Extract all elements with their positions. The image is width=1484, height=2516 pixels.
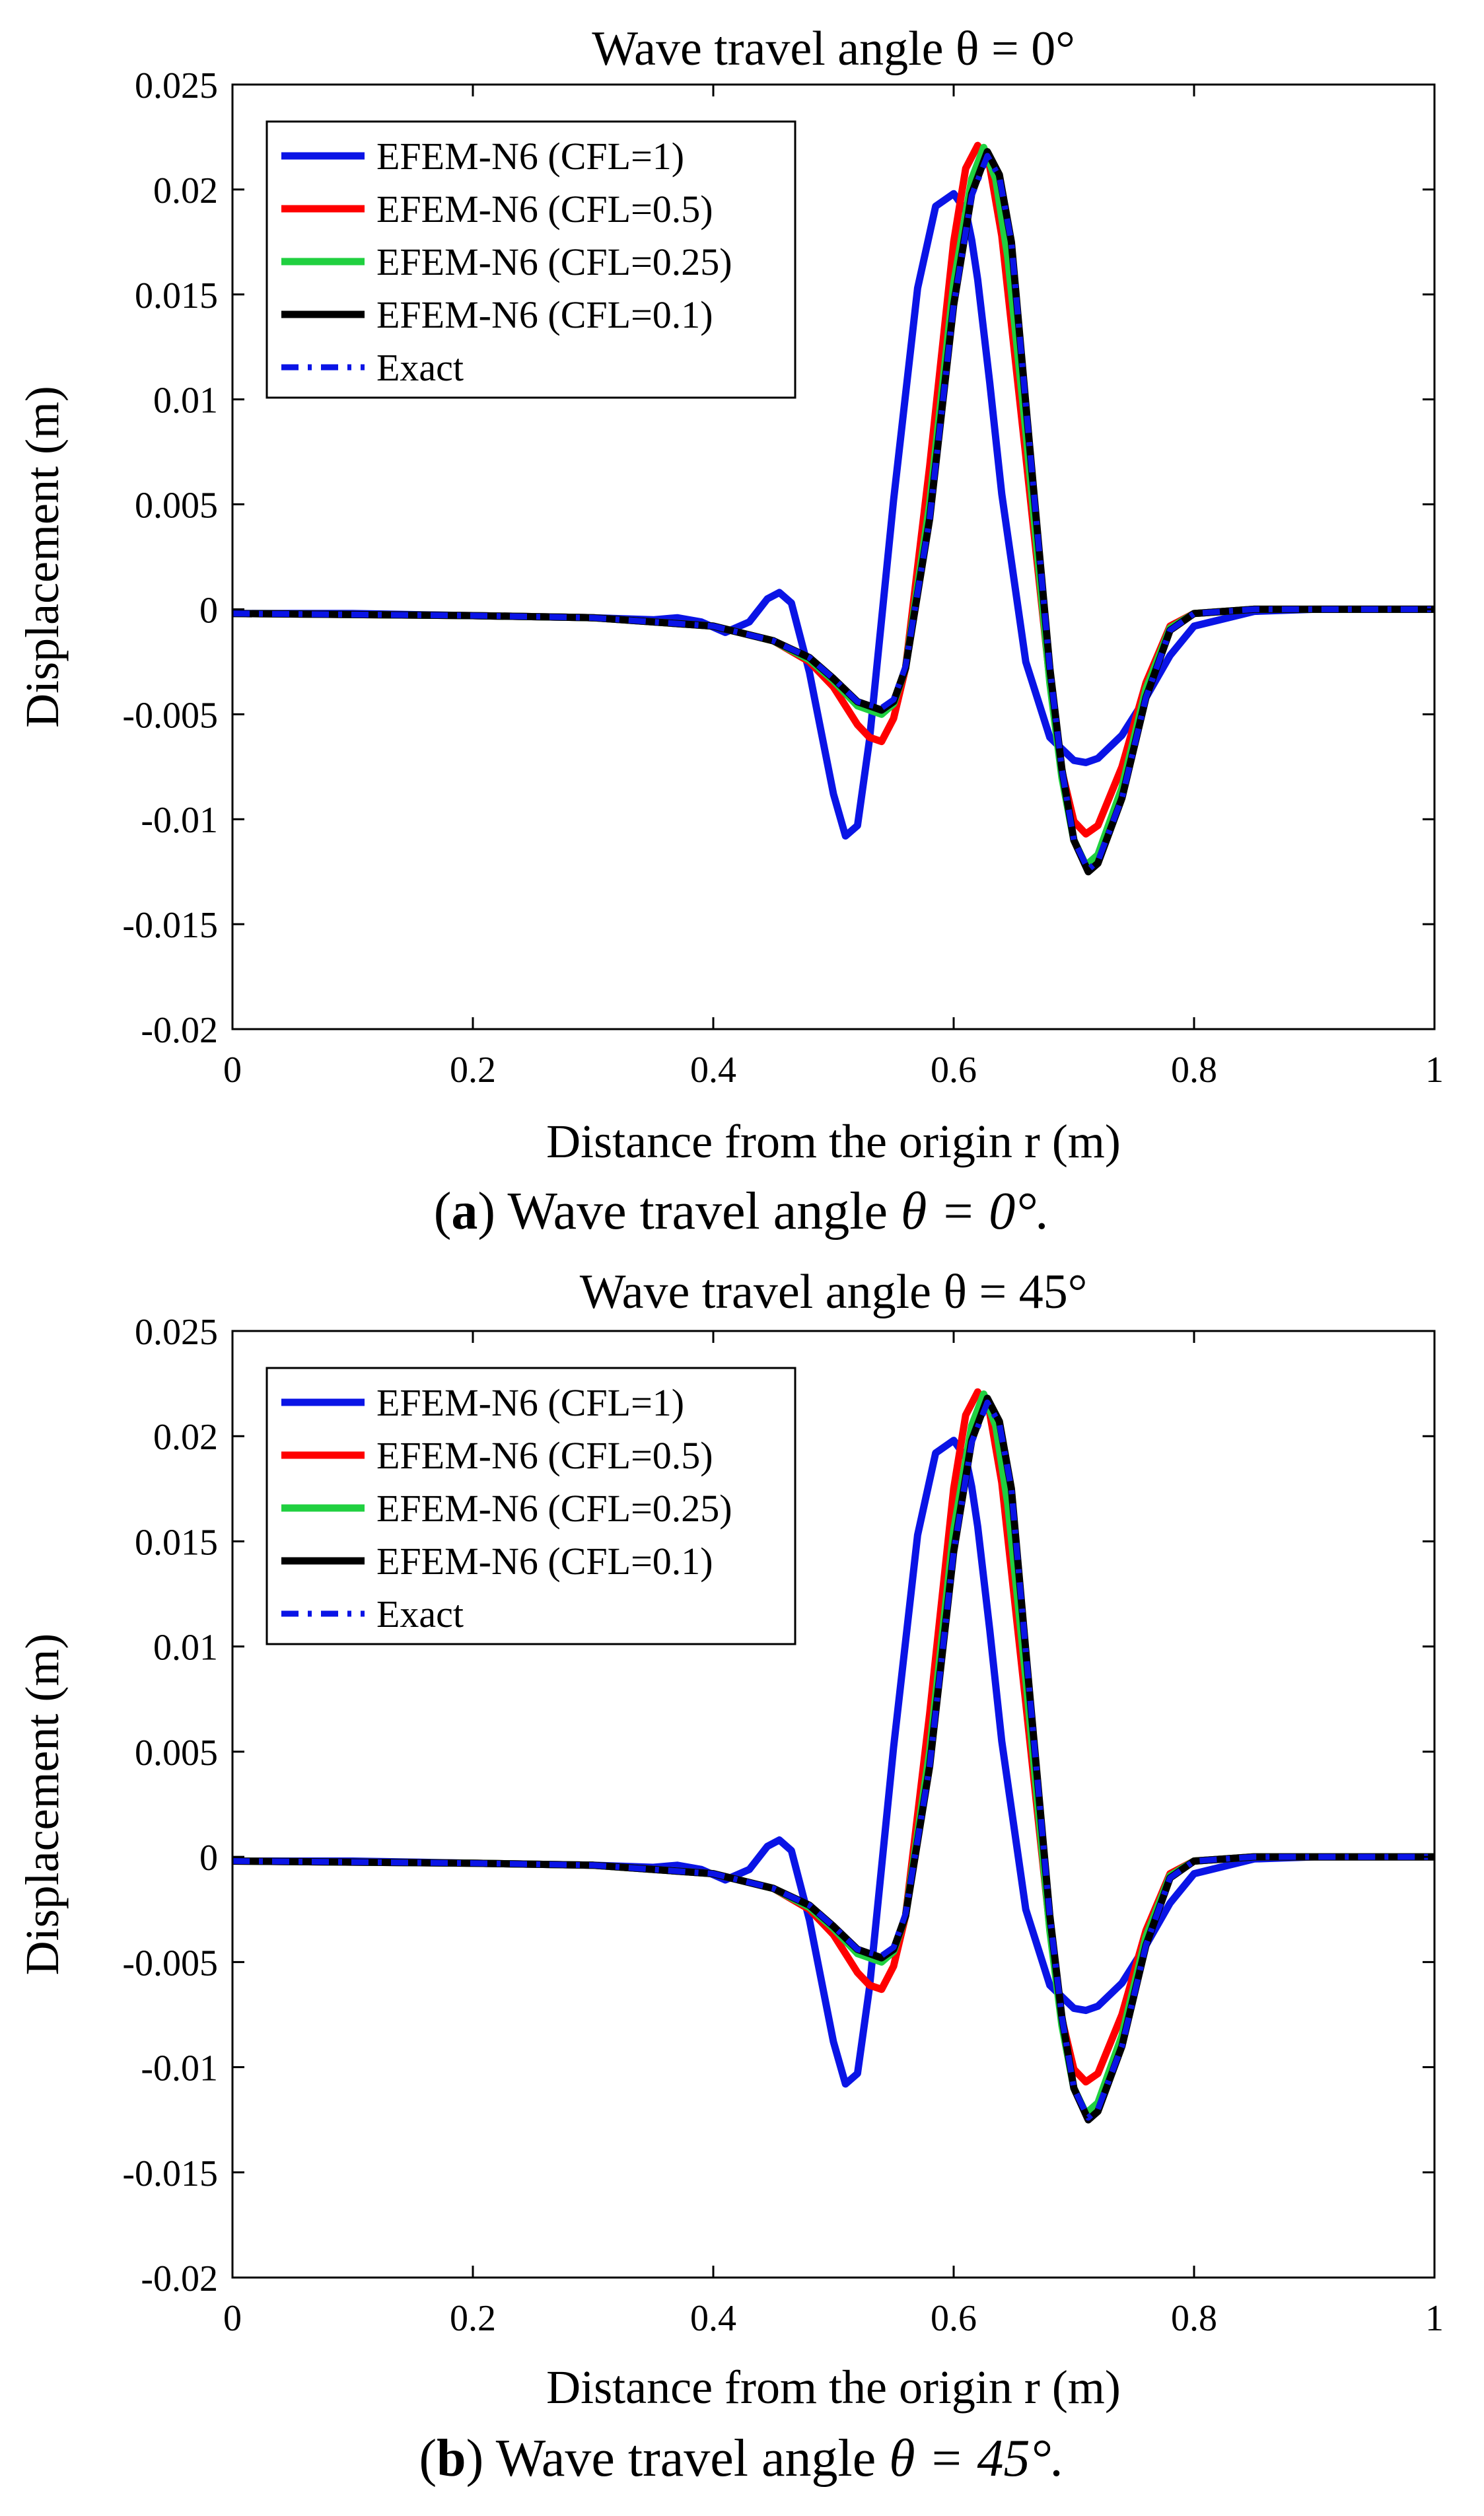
x-tick-label: 0 bbox=[223, 2298, 242, 2339]
chart-title: Wave travel angle θ = 45° bbox=[580, 1265, 1088, 1319]
y-tick-label: 0.02 bbox=[153, 1417, 218, 1458]
y-tick-label: -0.015 bbox=[122, 2153, 218, 2194]
y-axis-label: Displacement (m) bbox=[16, 386, 69, 728]
legend-label: EFEM-N6 (CFL=0.25) bbox=[376, 1487, 732, 1530]
legend-label: EFEM-N6 (CFL=0.1) bbox=[376, 293, 713, 336]
x-axis-label: Distance from the origin r (m) bbox=[546, 2361, 1121, 2414]
legend-label: EFEM-N6 (CFL=1) bbox=[376, 135, 684, 178]
y-tick-label: 0.005 bbox=[135, 1733, 218, 1774]
y-tick-label: 0.015 bbox=[135, 275, 218, 316]
y-tick-label: 0.005 bbox=[135, 485, 218, 526]
x-tick-label: 1 bbox=[1425, 2298, 1444, 2339]
y-tick-label: -0.01 bbox=[141, 800, 218, 841]
x-tick-label: 0.4 bbox=[690, 1050, 736, 1091]
x-tick-label: 1 bbox=[1425, 1050, 1444, 1091]
chart-panel-2: 0 0.2 0.4 0.6 0.8 1 -0.02 -0.015 -0.01 -0.005 0 0.0… bbox=[16, 1265, 1444, 2488]
y-tick-label: -0.015 bbox=[122, 905, 218, 946]
y-tick-label: -0.02 bbox=[141, 1010, 218, 1051]
legend: EFEM-N6 (CFL=1) EFEM-N6 (CFL=0.5) EFEM-N6 … bbox=[265, 1367, 796, 1645]
legend-label: Exact bbox=[376, 346, 464, 389]
y-tick-label: 0.01 bbox=[153, 1628, 218, 1669]
legend-label: EFEM-N6 (CFL=0.5) bbox=[376, 188, 713, 231]
legend: EFEM-N6 (CFL=1) EFEM-N6 (CFL=0.5) EFEM-N6 … bbox=[265, 120, 796, 399]
y-tick-label: -0.005 bbox=[122, 695, 218, 736]
series-group bbox=[232, 1388, 1434, 2124]
x-tick-label: 0.8 bbox=[1171, 1050, 1217, 1091]
y-tick-label: 0.025 bbox=[135, 1312, 218, 1353]
legend-label: EFEM-N6 (CFL=0.25) bbox=[376, 240, 732, 283]
axes-box bbox=[231, 83, 1436, 1030]
legend-label: EFEM-N6 (CFL=0.5) bbox=[376, 1434, 713, 1477]
axes-box bbox=[231, 1330, 1436, 2279]
chart-panel-1: 0 0.2 0.4 0.6 0.8 1 -0.02 -0.015 -0.01 -0.005 0 0.0… bbox=[16, 22, 1444, 1240]
y-tick-label: 0.01 bbox=[153, 380, 218, 421]
legend-label: EFEM-N6 (CFL=1) bbox=[376, 1381, 684, 1424]
legend-label: EFEM-N6 (CFL=0.1) bbox=[376, 1540, 713, 1583]
y-tick-label: 0.025 bbox=[135, 65, 218, 106]
series-line-5 bbox=[232, 153, 1434, 873]
series-line-5 bbox=[232, 1399, 1434, 2121]
y-tick-label: 0 bbox=[199, 590, 218, 631]
figure-caption: (a) Wave travel angle θ = 0°. bbox=[434, 1182, 1050, 1240]
x-tick-label: 0.4 bbox=[690, 2298, 736, 2339]
legend-label: Exact bbox=[376, 1593, 464, 1635]
series-group bbox=[232, 141, 1434, 876]
figure-caption: (b) Wave travel angle θ = 45°. bbox=[419, 2429, 1064, 2488]
y-tick-label: -0.02 bbox=[141, 2258, 218, 2299]
x-tick-label: 0 bbox=[223, 1050, 242, 1091]
y-axis-label: Displacement (m) bbox=[16, 1634, 69, 1976]
y-tick-label: -0.01 bbox=[141, 2048, 218, 2089]
x-tick-label: 0.6 bbox=[931, 1050, 977, 1091]
x-tick-label: 0.6 bbox=[931, 2298, 977, 2339]
y-tick-label: 0.02 bbox=[153, 170, 218, 211]
y-tick-label: 0 bbox=[199, 1838, 218, 1879]
x-tick-label: 0.8 bbox=[1171, 2298, 1217, 2339]
x-tick-label: 0.2 bbox=[450, 1050, 496, 1091]
chart-title: Wave travel angle θ = 0° bbox=[592, 22, 1075, 76]
y-tick-label: -0.005 bbox=[122, 1943, 218, 1984]
y-tick-label: 0.015 bbox=[135, 1522, 218, 1563]
x-axis-label: Distance from the origin r (m) bbox=[546, 1115, 1121, 1168]
x-tick-label: 0.2 bbox=[450, 2298, 496, 2339]
